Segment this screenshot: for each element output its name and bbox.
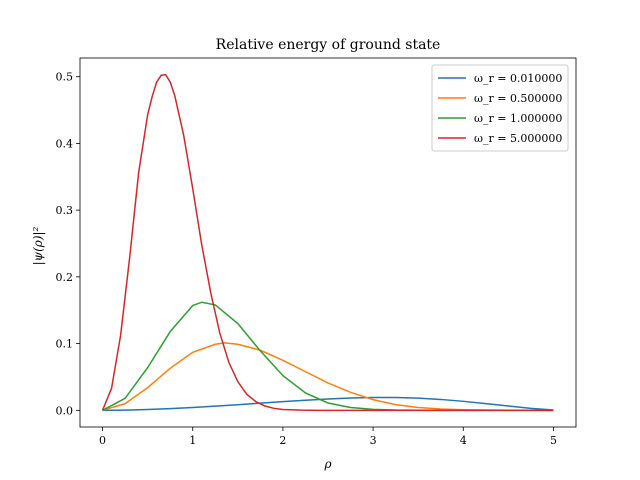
x-tick-label: 4	[460, 434, 467, 447]
y-tick-label: 0.1	[56, 338, 74, 351]
series-line-2	[102, 301, 554, 412]
y-axis: 0.0 0.1 0.2 0.3 0.4 0.5	[56, 71, 80, 417]
legend-label-1: ω_r = 0.500000	[474, 92, 562, 105]
legend-label-2: ω_r = 1.000000	[474, 112, 562, 125]
series-line-0	[102, 396, 554, 412]
legend-box	[431, 64, 569, 152]
x-tick-label: 5	[550, 434, 557, 447]
y-tick-label: 0.0	[56, 404, 74, 417]
x-axis-title: ρ	[323, 457, 331, 471]
plot-area	[79, 57, 577, 428]
x-tick-label: 2	[279, 434, 286, 447]
y-axis-title: |ψ(ρ)|²	[31, 226, 45, 265]
legend: ω_r = 0.010000 ω_r = 0.500000 ω_r = 1.0000…	[431, 64, 569, 152]
x-tick-label: 1	[189, 434, 196, 447]
y-tick-label: 0.2	[56, 271, 74, 284]
y-tick-label: 0.3	[56, 204, 74, 217]
x-tick-label: 3	[370, 434, 377, 447]
x-tick-label: 0	[99, 434, 106, 447]
series-line-3	[101, 73, 554, 412]
x-axis: 0 1 2 3 4 5	[99, 427, 557, 447]
axes-frame	[79, 57, 577, 428]
legend-label-3: ω_r = 5.000000	[474, 132, 562, 145]
chart-title: Relative energy of ground state	[216, 37, 441, 53]
series-line-1	[102, 342, 554, 412]
y-tick-label: 0.5	[56, 71, 74, 84]
y-tick-label: 0.4	[56, 137, 74, 150]
legend-label-0: ω_r = 0.010000	[474, 72, 562, 85]
